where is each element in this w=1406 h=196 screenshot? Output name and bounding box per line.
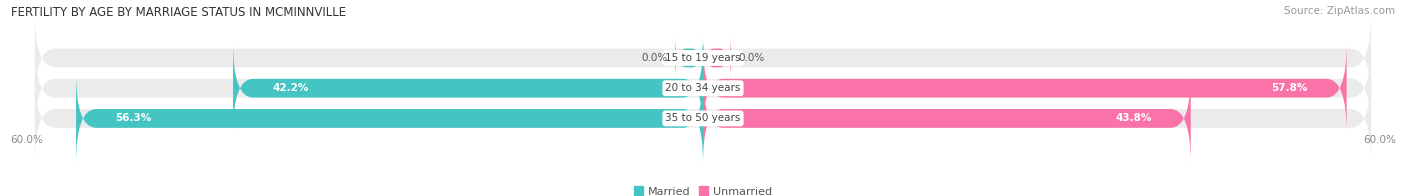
FancyBboxPatch shape: [675, 37, 703, 79]
FancyBboxPatch shape: [35, 73, 1371, 163]
Text: FERTILITY BY AGE BY MARRIAGE STATUS IN MCMINNVILLE: FERTILITY BY AGE BY MARRIAGE STATUS IN M…: [11, 6, 346, 19]
Text: 43.8%: 43.8%: [1115, 113, 1152, 123]
Text: 42.2%: 42.2%: [271, 83, 308, 93]
Text: 15 to 19 years: 15 to 19 years: [665, 53, 741, 63]
Text: 60.0%: 60.0%: [1362, 135, 1396, 145]
FancyBboxPatch shape: [703, 73, 1191, 163]
Text: 35 to 50 years: 35 to 50 years: [665, 113, 741, 123]
Text: 57.8%: 57.8%: [1271, 83, 1308, 93]
FancyBboxPatch shape: [703, 37, 731, 79]
FancyBboxPatch shape: [76, 73, 703, 163]
Text: 0.0%: 0.0%: [641, 53, 668, 63]
Text: Source: ZipAtlas.com: Source: ZipAtlas.com: [1284, 6, 1395, 16]
Legend: Married, Unmarried: Married, Unmarried: [630, 182, 776, 196]
Text: 0.0%: 0.0%: [738, 53, 765, 63]
Text: 56.3%: 56.3%: [115, 113, 152, 123]
Text: 60.0%: 60.0%: [10, 135, 44, 145]
FancyBboxPatch shape: [233, 43, 703, 133]
FancyBboxPatch shape: [35, 13, 1371, 103]
FancyBboxPatch shape: [35, 43, 1371, 133]
Text: 20 to 34 years: 20 to 34 years: [665, 83, 741, 93]
FancyBboxPatch shape: [703, 43, 1347, 133]
